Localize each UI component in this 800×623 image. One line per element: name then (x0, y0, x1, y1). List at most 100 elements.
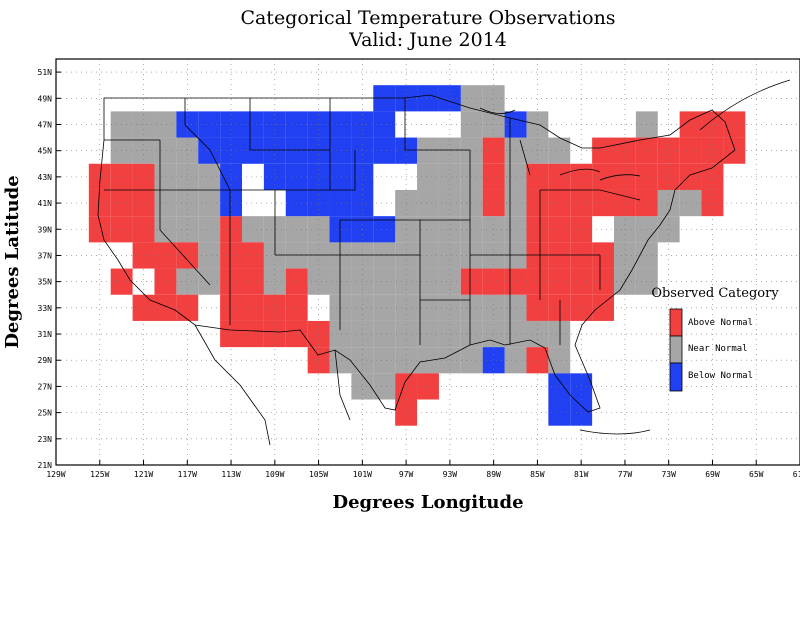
grid-cell-below (263, 163, 286, 190)
grid-cell-near (263, 242, 286, 269)
grid-cell-above (132, 189, 155, 217)
grid-cell-above (592, 163, 614, 190)
legend-label-below: Below Normal (688, 371, 753, 381)
legend: Observed Category Above Normal Near Norm… (651, 286, 779, 392)
grid-cell-above (307, 347, 330, 374)
y-tick-label: 47N (38, 120, 53, 129)
grid-cell-below (307, 163, 330, 190)
grid-cell-near (417, 268, 439, 295)
grid-cell-near (417, 216, 439, 243)
grid-cell-below (329, 216, 352, 243)
y-tick-label: 43N (38, 173, 53, 182)
grid-cell-above (263, 294, 286, 321)
grid-cell-near (329, 242, 352, 269)
grid-cell-above (592, 242, 614, 269)
grid-cell-above (592, 294, 614, 321)
grid-cell-below (482, 347, 505, 374)
grid-cell-near (482, 294, 505, 321)
grid-cell-near (657, 189, 680, 217)
grid-cell-above (242, 268, 264, 295)
great-lakes (479, 107, 641, 181)
grid-cell-near (417, 347, 439, 374)
x-tick-label: 73W (661, 470, 676, 479)
grid-cell-near (504, 294, 527, 321)
x-tick-label: 69W (705, 470, 720, 479)
x-tick-label: 77W (618, 470, 633, 479)
state-line (540, 189, 641, 345)
grid-cell-near (482, 85, 505, 112)
grid-cell-above (176, 294, 199, 321)
x-tick-label: 109W (265, 470, 284, 479)
grid-cell-below (263, 137, 286, 164)
grid-cell-near (198, 189, 221, 217)
x-tick-label: 65W (749, 470, 764, 479)
grid-cell-below (417, 85, 439, 112)
y-tick-label: 45N (38, 147, 53, 156)
grid-cell-near (198, 163, 221, 190)
grid-cell-near (373, 242, 396, 269)
grid-cell-above (154, 268, 177, 295)
state-line (159, 189, 230, 286)
grid-cell-above (657, 137, 680, 164)
grid-cell-above (723, 111, 746, 138)
grid-cell-above (614, 163, 636, 190)
y-axis-ticks: 51N 49N 47N 45N 43N 41N 39N 37N 35N 33N 31N 29N 27N 2… (38, 68, 61, 470)
state-line (249, 98, 331, 190)
grid-cell-below (329, 163, 352, 190)
grid-cell-near (504, 347, 527, 374)
grid-cell-near (438, 189, 461, 217)
x-axis-title: Degrees Longitude (332, 492, 523, 513)
grid-cell-near (329, 268, 352, 295)
grid-cell-above (132, 242, 155, 269)
state-line (404, 98, 510, 301)
y-tick-label: 31N (38, 330, 53, 339)
y-tick-label: 37N (38, 251, 53, 260)
grid-cell-above (592, 137, 614, 164)
grid-cell-above (679, 163, 702, 190)
grid-cell-above (154, 242, 177, 269)
grid-cell-above (679, 137, 702, 164)
grid-cell-near (417, 137, 439, 164)
grid-cell-near (329, 294, 352, 321)
grid-cell-above (242, 294, 264, 321)
grid-cell-below (373, 216, 396, 243)
grid-cell-above (548, 216, 571, 243)
grid-cell-near (679, 189, 702, 217)
x-tick-label: 117W (178, 470, 197, 479)
grid-cell-below (329, 111, 352, 138)
x-tick-label: 89W (486, 470, 501, 479)
grid-cell-near (438, 294, 461, 321)
grid-cell-below (373, 137, 396, 164)
grid-cell-above (526, 347, 549, 374)
grid-cell-near (154, 189, 177, 217)
grid-cell-near (198, 216, 221, 243)
grid-cell-near (438, 163, 461, 190)
y-tick-label: 23N (38, 435, 53, 444)
grid-cell-above (701, 189, 724, 217)
grid-cell-above (88, 163, 111, 190)
x-axis-ticks: 129W 125W 121W 117W 113W 109W 105W 101W 97W 93W 89… (46, 460, 800, 479)
grid-cell-near (482, 242, 505, 269)
x-tick-label: 125W (90, 470, 109, 479)
grid-cell-below (351, 163, 374, 190)
legend-swatch-below (669, 362, 683, 392)
x-tick-label: 93W (443, 470, 458, 479)
grid-cell-near (307, 242, 330, 269)
grid-cell-near (307, 268, 330, 295)
y-tick-label: 21N (38, 461, 53, 470)
grid-cell-near (198, 268, 221, 295)
grid-cell-below (548, 399, 571, 426)
legend-label-above: Above Normal (688, 318, 753, 328)
grid-cell-near (176, 268, 199, 295)
grid-cell-near (548, 320, 571, 348)
plot-area: 129W 125W 121W 117W 113W 109W 105W 101W 97W 93W 89… (38, 58, 800, 479)
legend-label-near: Near Normal (688, 344, 748, 354)
grid-cell-above (657, 163, 680, 190)
grid-cell-near (417, 320, 439, 348)
grid-cell-above (242, 242, 264, 269)
y-tick-label: 41N (38, 199, 53, 208)
state-boundaries (97, 79, 791, 446)
grid-cell-near (329, 320, 352, 348)
y-tick-label: 39N (38, 225, 53, 234)
